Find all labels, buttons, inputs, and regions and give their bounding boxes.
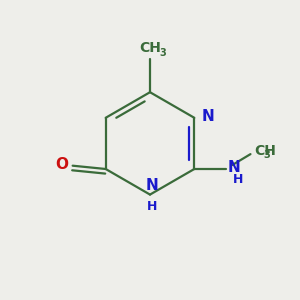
Text: 3: 3: [159, 47, 166, 58]
Text: H: H: [233, 173, 243, 186]
Text: N: N: [145, 178, 158, 193]
Text: N: N: [202, 109, 214, 124]
Text: CH: CH: [254, 144, 276, 158]
Text: 3: 3: [263, 150, 270, 160]
Text: O: O: [56, 157, 69, 172]
Text: CH: CH: [139, 41, 161, 55]
Text: N: N: [227, 160, 240, 175]
Text: H: H: [146, 200, 157, 212]
